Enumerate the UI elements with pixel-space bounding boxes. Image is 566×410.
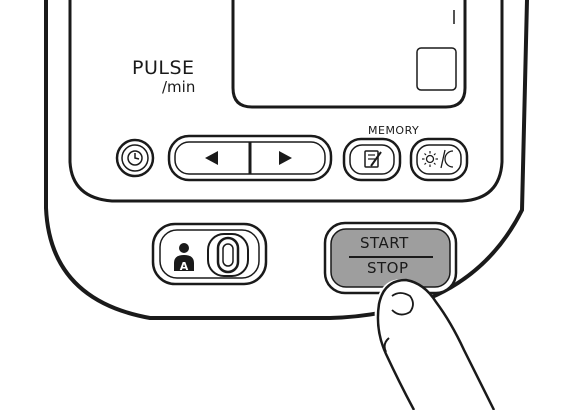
pulse-label: PULSE xyxy=(132,57,195,79)
right-arrow-button[interactable] xyxy=(279,151,292,165)
memory-note-icon xyxy=(364,150,382,168)
right-arrow-icon xyxy=(279,151,292,165)
user-selector-switch[interactable]: A xyxy=(151,222,268,286)
sun-moon-icon xyxy=(422,149,454,169)
user-letter: A xyxy=(180,260,189,273)
clock-button[interactable] xyxy=(115,138,155,178)
display-indicator-box xyxy=(416,47,457,91)
user-a-icon: A xyxy=(174,243,194,273)
pulse-unit-label: /min xyxy=(162,78,196,96)
control-panel xyxy=(68,0,504,203)
stop-label: STOP xyxy=(367,259,409,277)
device-body xyxy=(44,0,529,320)
start-stop-button[interactable] xyxy=(323,221,458,295)
display-screen xyxy=(231,0,467,109)
clock-icon xyxy=(127,150,143,166)
left-arrow-icon xyxy=(205,151,218,165)
arrow-buttons xyxy=(167,134,333,182)
left-arrow-button[interactable] xyxy=(205,151,218,165)
memory-button[interactable] xyxy=(342,137,402,182)
memory-label: MEMORY xyxy=(368,124,420,137)
day-night-button[interactable] xyxy=(409,137,469,182)
start-label: START xyxy=(360,234,409,252)
switch-slot xyxy=(207,233,249,277)
